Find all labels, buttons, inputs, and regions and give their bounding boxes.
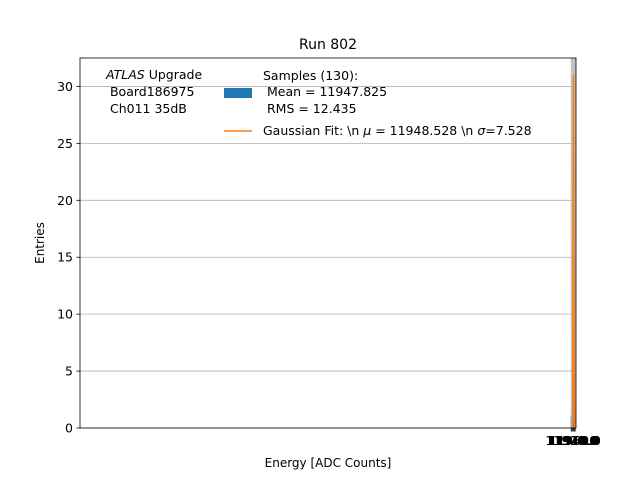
- y-tick-label: 15: [57, 250, 73, 265]
- legend-samples-label: Samples (130):: [263, 68, 358, 83]
- chart-title: Run 802: [299, 37, 357, 53]
- legend-fit-prefix: Gaussian Fit: \n: [263, 123, 363, 138]
- y-tick-label: 30: [57, 79, 73, 94]
- x-tick-label: 11980.0: [549, 433, 601, 448]
- board-label: Board186975: [106, 84, 194, 99]
- legend-fit-mu-symbol: μ: [362, 123, 371, 138]
- legend: Samples (130): Mean = 11947.825 RMS = 12…: [224, 68, 532, 138]
- y-axis-ticks: 0 5 10 15 20 25 30: [57, 79, 80, 436]
- x-tick-label: 11920.0: [546, 433, 598, 448]
- atlas-label: ATLAS: [105, 67, 145, 82]
- legend-mean-label: Mean = 11947.825: [263, 84, 387, 99]
- plot-frame: [79, 57, 577, 429]
- svg-text:ATLAS Upgrade: ATLAS Upgrade: [105, 67, 202, 82]
- atlas-annotation: ATLAS Upgrade Board186975 Ch011 35dB: [105, 67, 202, 116]
- y-tick-label: 20: [57, 193, 73, 208]
- y-tick-label: 10: [57, 307, 73, 322]
- y-axis-label: Entries: [33, 222, 47, 264]
- x-tick-label: 11960.0: [548, 433, 600, 448]
- x-tick-label: 11900.0: [545, 433, 597, 448]
- legend-histogram-swatch: [224, 88, 252, 98]
- legend-fit-sigma-symbol: σ: [477, 123, 486, 138]
- legend-fit-label: Gaussian Fit: \n μ = 11948.528 \n σ=7.52…: [263, 123, 532, 138]
- x-tick-label: 11940.0: [547, 433, 599, 448]
- y-tick-label: 0: [65, 421, 73, 436]
- legend-fit-mu-value: = 11948.528 \n: [371, 123, 477, 138]
- upgrade-label: Upgrade: [145, 67, 203, 82]
- y-tick-label: 25: [57, 136, 73, 151]
- x-axis-label: Energy [ADC Counts]: [265, 456, 392, 470]
- channel-label: Ch011 35dB: [106, 101, 187, 116]
- y-tick-label: 5: [65, 364, 73, 379]
- legend-fit-sigma-value: =7.528: [485, 123, 531, 138]
- legend-rms-label: RMS = 12.435: [263, 101, 357, 116]
